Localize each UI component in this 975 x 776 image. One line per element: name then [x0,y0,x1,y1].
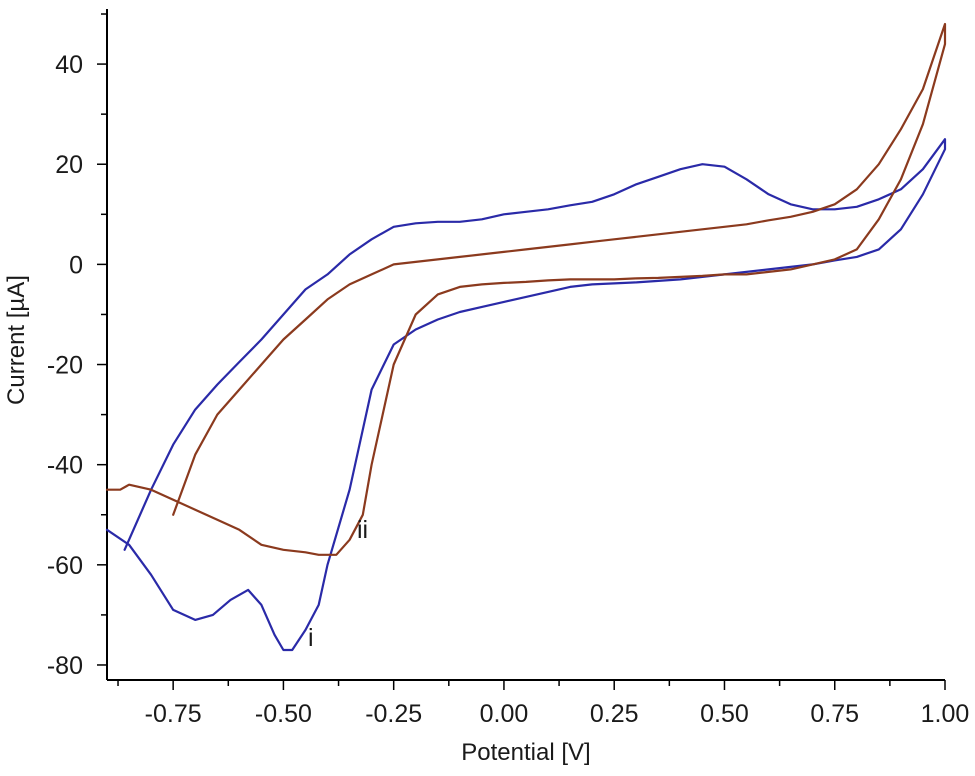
curve-label-i: i [308,624,314,652]
ticks [97,13,946,690]
y-tick-label: -40 [47,452,83,480]
y-tick-label: -80 [47,652,83,680]
x-tick-label: -0.25 [365,700,422,728]
x-tick-label: 0.00 [480,700,529,728]
x-tick-label: -0.50 [255,700,312,728]
x-axis-label: Potential [V] [461,739,590,766]
axes [106,9,945,681]
series-line-i [105,138,947,652]
y-tick-label: 20 [55,151,83,179]
series-layer [105,22,947,652]
x-tick-label: 1.00 [921,700,970,728]
curve-label-ii: ii [357,516,368,544]
y-tick-label: -60 [47,552,83,580]
x-tick-label: -0.75 [145,700,202,728]
tick-labels: -0.75 -0.50 -0.25 0.00 0.25 0.50 0.75 1.00 -80 -6… [47,51,969,728]
x-tick-label: 0.50 [700,700,749,728]
y-axis-label: Current [µA] [3,275,30,405]
y-tick-label: 40 [55,51,83,79]
y-tick-label: 0 [69,251,83,279]
y-tick-label: -20 [47,352,83,380]
x-tick-label: 0.75 [810,700,859,728]
x-tick-label: 0.25 [590,700,639,728]
series-line-ii [105,22,947,556]
